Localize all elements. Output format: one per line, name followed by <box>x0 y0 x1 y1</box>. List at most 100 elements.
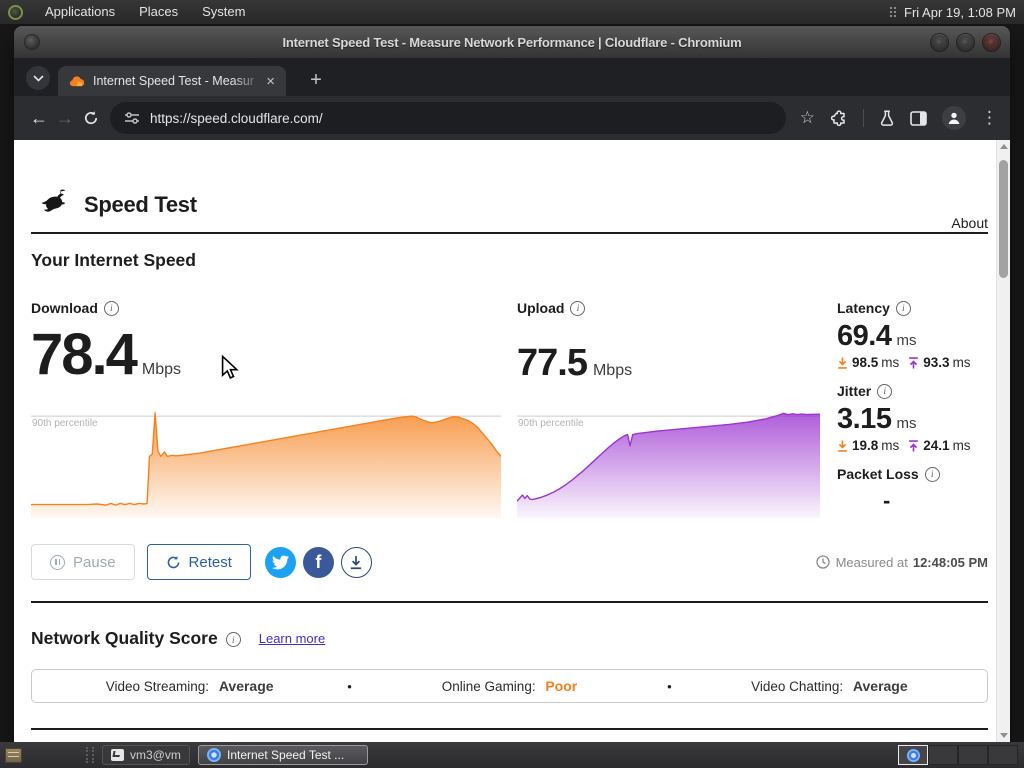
labs-flask-icon[interactable] <box>879 109 895 127</box>
pause-button[interactable]: Pause <box>31 544 135 580</box>
packet-loss-block: Packet Loss i - <box>837 466 989 512</box>
actions-row: Pause Retest f <box>31 544 988 580</box>
jitter-upload-value: 24.1 <box>923 438 950 453</box>
close-button[interactable] <box>982 33 1001 52</box>
panel-clock[interactable]: Fri Apr 19, 1:08 PM <box>904 4 1016 20</box>
learn-more-link[interactable]: Learn more <box>258 631 326 646</box>
info-icon[interactable]: i <box>103 300 119 316</box>
speedtest-page: Speed Test About Your Internet Speed Dow… <box>14 140 1010 742</box>
upload-label: Upload <box>517 300 565 316</box>
download-results-button[interactable] <box>340 546 372 578</box>
section-divider <box>31 601 988 603</box>
menu-applications[interactable]: Applications <box>45 4 116 19</box>
info-icon[interactable]: i <box>570 300 586 316</box>
pause-icon <box>50 554 65 570</box>
page-title: Speed Test <box>84 192 197 217</box>
tab-close-icon[interactable]: × <box>266 72 275 90</box>
measured-at: Measured at 12:48:05 PM <box>815 554 988 570</box>
url-text[interactable]: https://speed.cloudflare.com/ <box>150 110 323 126</box>
taskbar-launcher-icon[interactable] <box>5 747 22 763</box>
packet-loss-value: - <box>883 488 891 513</box>
active-tab[interactable]: Internet Speed Test - Measur × <box>58 66 286 96</box>
profile-avatar[interactable] <box>942 106 966 130</box>
window-menu-icon[interactable] <box>24 34 40 50</box>
jitter-upload-unit: ms <box>952 438 971 453</box>
network-quality-header: Network Quality Score i Learn more <box>31 628 325 649</box>
twitter-bird-icon <box>271 555 289 569</box>
online-gaming-score: Online Gaming: Poor <box>441 678 578 694</box>
taskbar-item-browser[interactable]: Internet Speed Test ... <box>198 745 368 765</box>
page-scrollbar[interactable] <box>996 140 1010 742</box>
metrics-grid: Download i 78.4 Mbps 90th percentile Upl… <box>14 298 1010 538</box>
bookmark-star-icon[interactable]: ☆ <box>799 108 815 127</box>
jitter-download-value: 19.8 <box>852 438 879 453</box>
reload-icon <box>84 111 98 125</box>
workspace-switcher <box>898 745 1018 765</box>
percentile-label: 90th percentile <box>518 418 584 429</box>
minimize-button[interactable] <box>930 33 949 52</box>
jitter-download-unit: ms <box>881 438 900 453</box>
workspace-1[interactable] <box>898 745 928 765</box>
latency-upload-value: 93.3 <box>923 355 950 370</box>
taskbar-item-terminal[interactable]: vm3@vm3:~ <box>102 745 190 765</box>
extensions-icon[interactable] <box>830 109 848 127</box>
info-icon[interactable]: i <box>877 383 893 399</box>
download-arrow-icon <box>838 357 847 369</box>
measured-time: 12:48:05 PM <box>912 554 988 570</box>
download-value: 78.4 <box>31 322 138 387</box>
share-twitter-button[interactable] <box>264 546 296 578</box>
bullet-separator: • <box>667 678 672 694</box>
tab-search-button[interactable] <box>26 66 50 90</box>
retest-button[interactable]: Retest <box>146 544 251 580</box>
latency-unit: ms <box>896 332 917 349</box>
upload-chart: 90th percentile <box>517 406 820 518</box>
latency-download-value: 98.5 <box>852 355 879 370</box>
info-icon[interactable]: i <box>924 466 940 482</box>
site-settings-icon[interactable] <box>124 111 140 125</box>
desktop-top-panel: Applications Places System Fri Apr 19, 1… <box>0 0 1024 24</box>
info-icon[interactable]: i <box>895 300 911 316</box>
network-quality-title: Network Quality Score <box>31 628 218 648</box>
download-unit: Mbps <box>141 361 182 378</box>
download-column: Download i 78.4 Mbps 90th percentile <box>31 298 501 538</box>
about-link[interactable]: About <box>951 215 988 231</box>
taskbar-handle <box>86 747 94 763</box>
workspace-3[interactable] <box>958 745 988 765</box>
workspace-4[interactable] <box>988 745 1018 765</box>
video-streaming-score: Video Streaming: Average <box>105 678 274 694</box>
page-viewport: Speed Test About Your Internet Speed Dow… <box>14 140 1010 742</box>
browser-window: Internet Speed Test - Measure Network Pe… <box>14 26 1010 742</box>
workspace-2[interactable] <box>928 745 958 765</box>
menu-places[interactable]: Places <box>139 4 179 19</box>
maximize-button[interactable] <box>956 33 975 52</box>
retest-refresh-icon <box>167 555 179 568</box>
reload-button[interactable] <box>78 110 104 126</box>
menu-system[interactable]: System <box>202 4 246 19</box>
quality-score-bar: Video Streaming: Average • Online Gaming… <box>31 669 988 703</box>
share-facebook-button[interactable]: f <box>302 546 334 578</box>
browser-toolbar: ← → https://speed.cloudflare.com/ ☆ <box>14 96 1010 140</box>
latency-label: Latency <box>837 300 890 316</box>
new-tab-button[interactable]: + <box>310 68 322 91</box>
window-title: Internet Speed Test - Measure Network Pe… <box>282 34 742 50</box>
browser-menu-icon[interactable]: ⋮ <box>981 108 998 127</box>
tray-icon[interactable] <box>890 7 892 9</box>
side-panel-icon[interactable] <box>910 110 927 126</box>
video-chatting-value: Average <box>852 678 908 694</box>
upload-unit: Mbps <box>592 362 633 379</box>
latency-value: 69.4 <box>837 320 892 352</box>
distro-logo-icon[interactable] <box>8 4 23 20</box>
address-bar[interactable]: https://speed.cloudflare.com/ <box>110 102 786 134</box>
facebook-f-icon: f <box>315 551 322 572</box>
tab-strip: Internet Speed Test - Measur × + <box>14 58 1010 96</box>
jitter-block: Jitter i 3.15 ms 19.8 ms <box>837 383 989 453</box>
forward-button[interactable]: → <box>56 107 74 128</box>
back-button[interactable]: ← <box>30 107 48 128</box>
scrollbar-thumb[interactable] <box>999 160 1008 278</box>
latency-upload-unit: ms <box>952 355 971 370</box>
chromium-icon <box>906 748 920 762</box>
scroll-down-arrow[interactable] <box>997 729 1010 742</box>
bottom-divider <box>31 728 988 730</box>
scroll-up-arrow[interactable] <box>997 140 1010 153</box>
info-icon[interactable]: i <box>225 632 241 647</box>
